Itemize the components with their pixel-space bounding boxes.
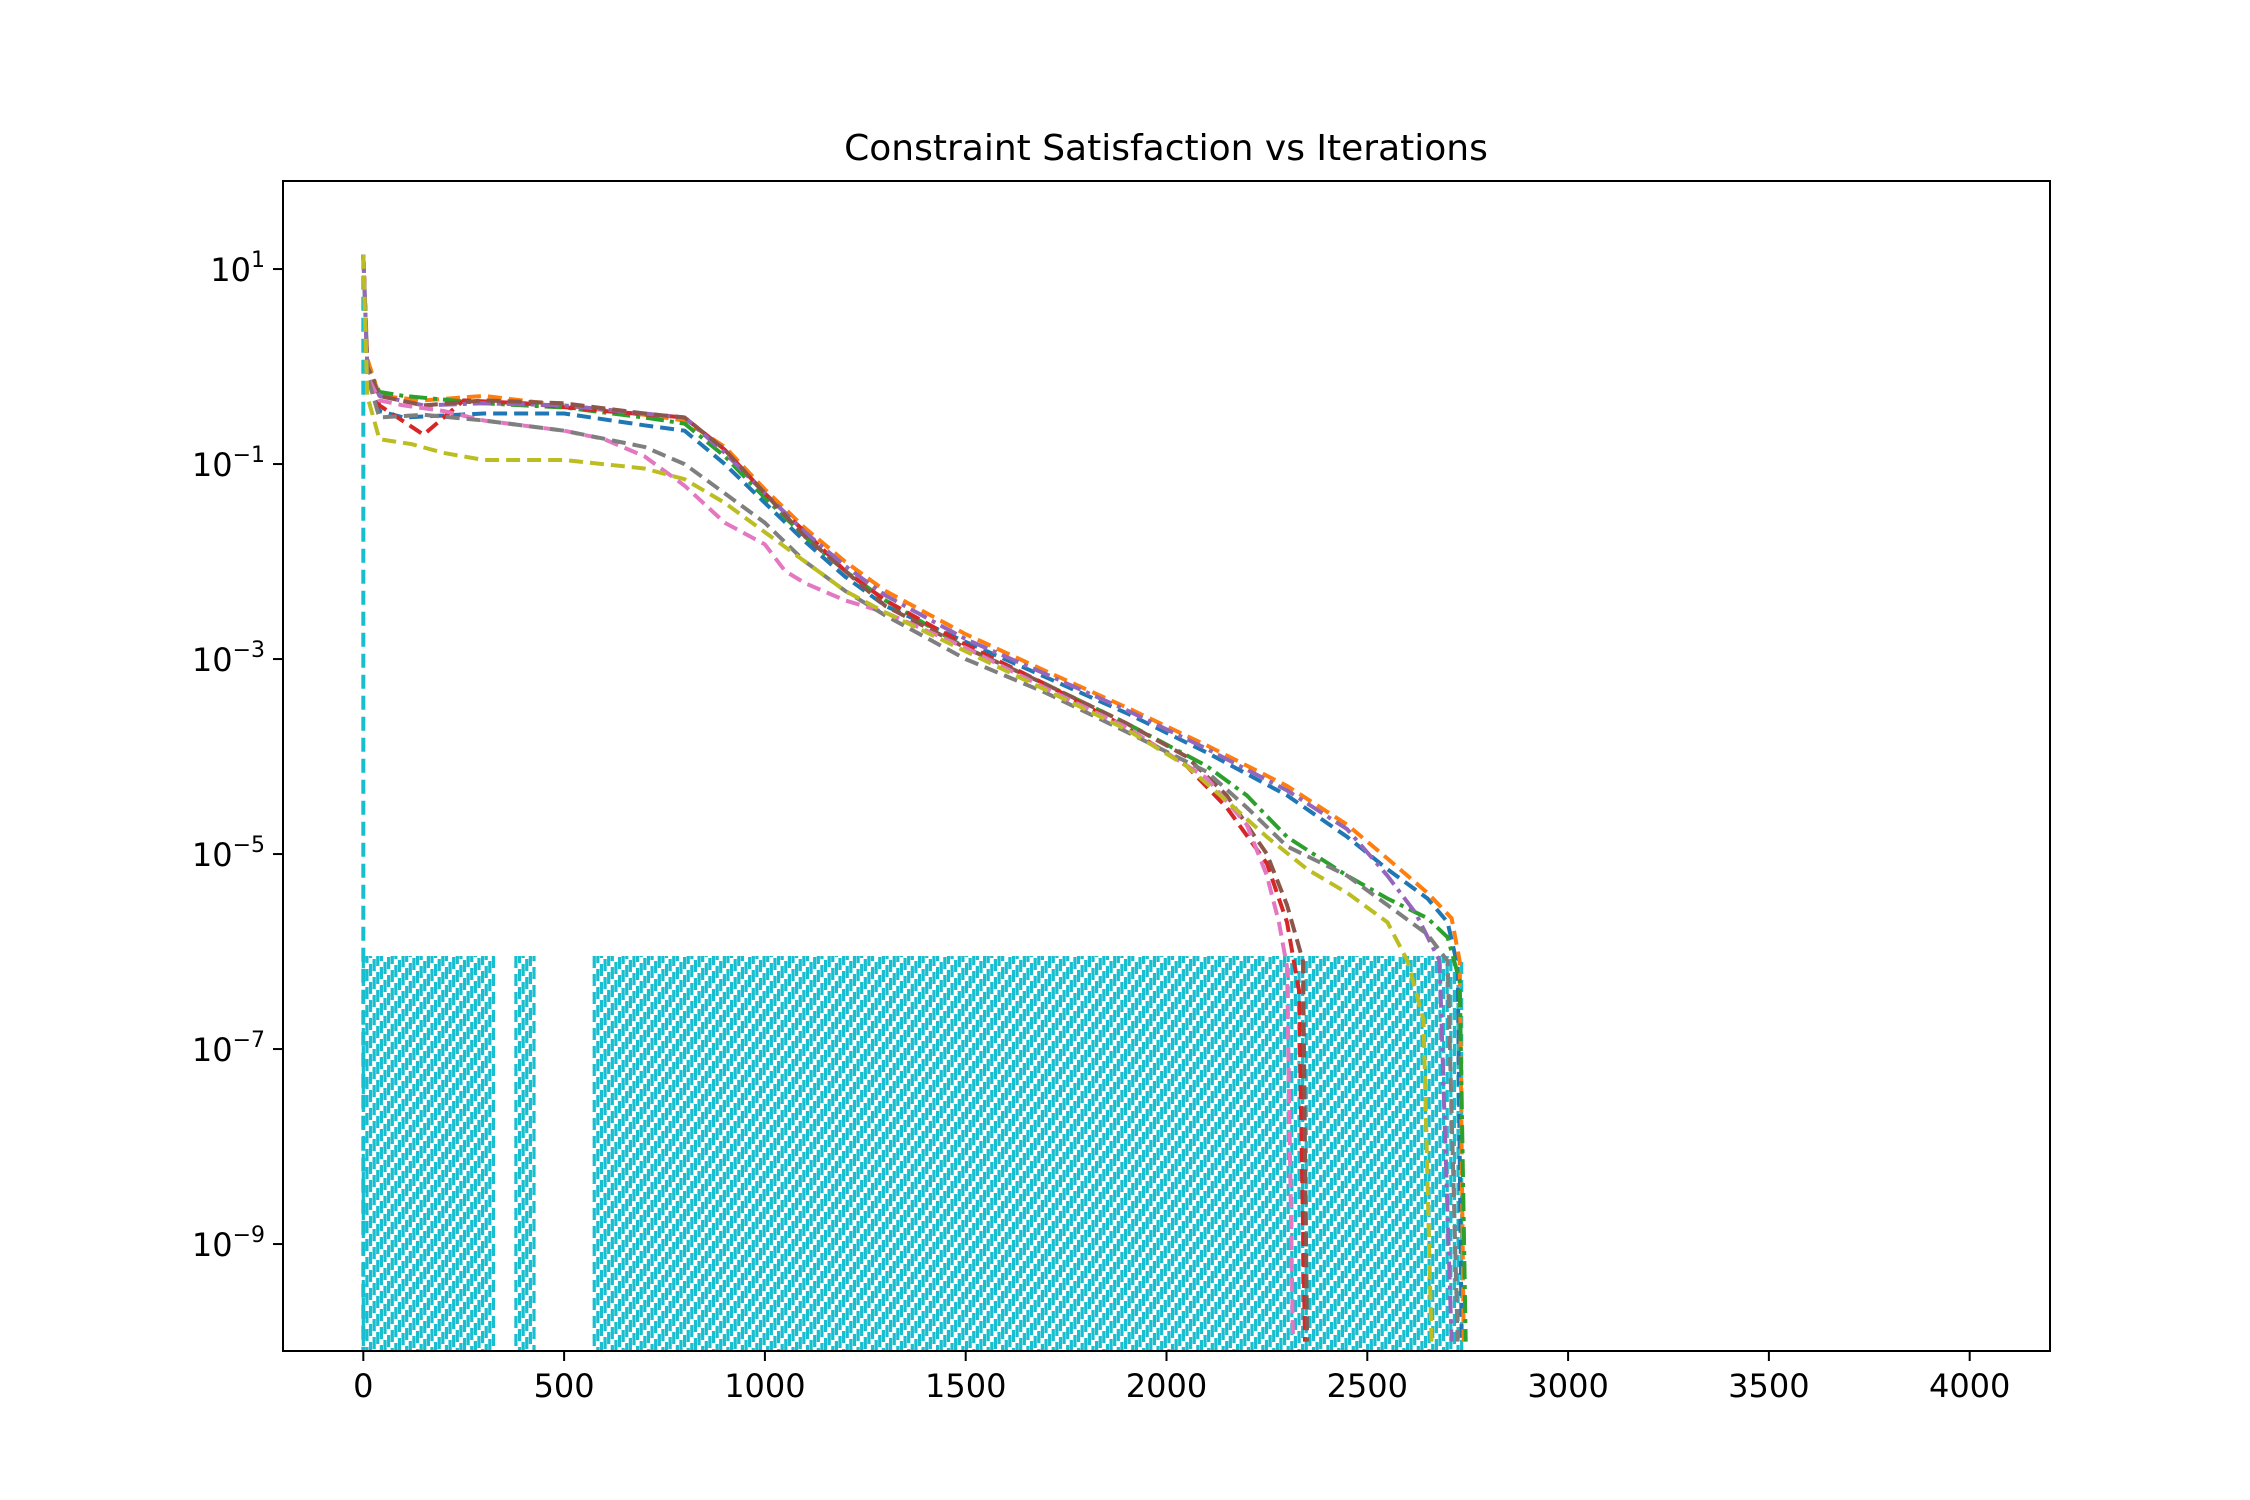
series-line-2 (361, 254, 1466, 1342)
x-tick-label: 2500 (1327, 1367, 1408, 1405)
x-tick-label: 0 (353, 1367, 373, 1405)
series-layer (361, 254, 1468, 1342)
x-tick-label: 2000 (1126, 1367, 1207, 1405)
y-tick-label: 10−9 (192, 1223, 265, 1264)
chart-title: Constraint Satisfaction vs Iterations (844, 128, 1488, 169)
y-tick-label: 10−1 (192, 443, 265, 484)
y-axis: 101 10−1 10−3 10−5 10−7 10−9 (192, 248, 283, 1264)
x-tick-label: 3500 (1728, 1367, 1809, 1405)
y-tick-label: 10−3 (192, 638, 265, 679)
series-line-7 (361, 254, 1295, 1342)
x-tick-label: 1500 (925, 1367, 1006, 1405)
series-line-1 (361, 254, 1464, 1342)
y-tick-label: 10−7 (192, 1028, 265, 1069)
series-line-4 (361, 254, 1307, 1342)
constraint-burst-layer (361, 254, 1464, 1351)
series-line-9 (361, 254, 1434, 1342)
x-tick-label: 3000 (1527, 1367, 1608, 1405)
x-tick-label: 1000 (724, 1367, 805, 1405)
x-axis: 0 500 1000 1500 2000 2500 3000 3500 4000 (353, 1351, 2010, 1405)
x-tick-label: 500 (534, 1367, 595, 1405)
y-tick-label: 10−5 (192, 833, 265, 874)
series-line-5 (361, 254, 1454, 1342)
x-tick-label: 4000 (1929, 1367, 2010, 1405)
y-tick-label: 101 (210, 248, 265, 289)
plot-area (361, 254, 1468, 1351)
